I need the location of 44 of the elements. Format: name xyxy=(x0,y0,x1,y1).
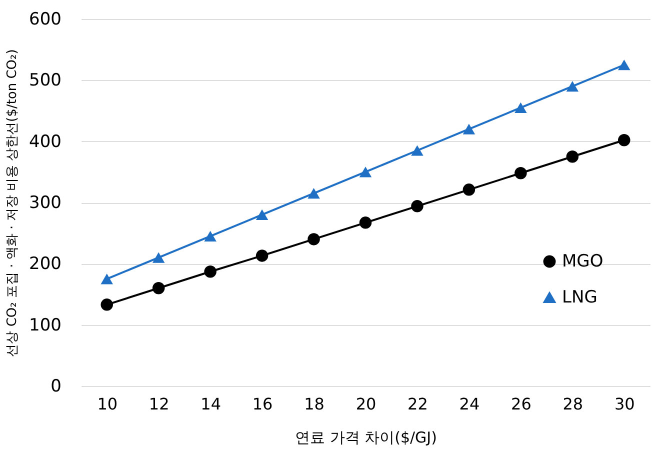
point xyxy=(256,250,268,262)
y-tick-label: 100 xyxy=(29,315,62,336)
legend-label: MGO xyxy=(562,252,604,272)
x-tick-label: 18 xyxy=(304,394,324,414)
x-tick-label: 14 xyxy=(200,394,221,414)
point xyxy=(566,80,579,92)
y-axis-title: 선상 CO₂ 포집 · 액화 · 저장 비용 상한선($/ton CO₂) xyxy=(5,49,20,357)
point xyxy=(462,124,476,134)
point xyxy=(308,233,320,246)
point xyxy=(359,166,372,178)
y-tick-label: 0 xyxy=(50,376,62,396)
y-tick-label: 600 xyxy=(29,10,62,30)
x-tick-label: 24 xyxy=(459,394,480,414)
point xyxy=(152,252,165,263)
point xyxy=(411,200,424,212)
y-tick-label: 500 xyxy=(29,70,62,91)
x-tick-label: 22 xyxy=(408,394,428,414)
x-tick-label: 28 xyxy=(562,394,584,414)
point xyxy=(618,134,630,146)
point xyxy=(256,209,268,220)
point xyxy=(152,282,165,294)
x-axis-title: 연료 가격 차이($/GJ) xyxy=(295,428,437,446)
x-tick-label: 20 xyxy=(356,394,376,414)
point xyxy=(204,266,216,278)
x-tick-label: 12 xyxy=(148,394,170,414)
y-tick-label: 200 xyxy=(29,254,62,274)
y-tick-label: 400 xyxy=(29,132,62,152)
point xyxy=(100,274,113,284)
point xyxy=(308,188,320,199)
point xyxy=(618,60,630,70)
x-tick-label: 26 xyxy=(511,394,532,414)
x-tick-label: 30 xyxy=(614,394,635,414)
point xyxy=(462,184,476,196)
point xyxy=(204,230,216,242)
point xyxy=(514,102,527,113)
point xyxy=(100,298,113,311)
point xyxy=(359,216,372,229)
y-tick-label: 300 xyxy=(29,193,62,213)
legend-label: LNG xyxy=(562,288,598,308)
point xyxy=(566,150,579,163)
x-tick-label: 16 xyxy=(252,394,273,414)
point xyxy=(411,145,424,156)
point xyxy=(514,167,527,180)
x-tick-label: 10 xyxy=(97,394,118,414)
